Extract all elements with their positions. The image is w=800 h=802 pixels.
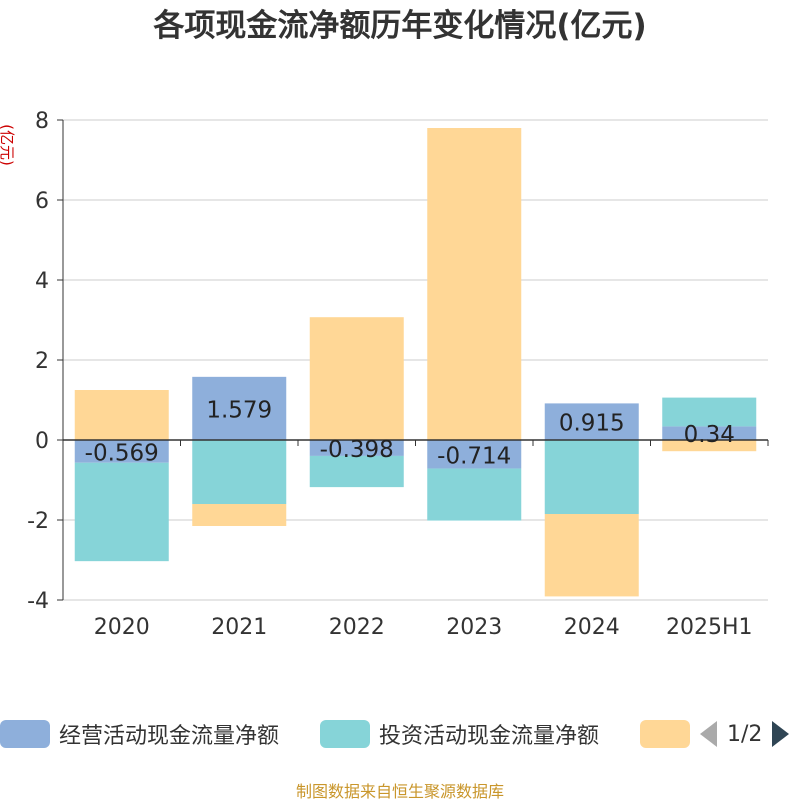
- bar-2-2025H1: [662, 440, 757, 452]
- bar-2-2024: [544, 514, 639, 597]
- pager-prev-icon[interactable]: [700, 721, 717, 747]
- pager-next-icon[interactable]: [772, 721, 790, 747]
- y-tick-label: 0: [35, 429, 49, 454]
- x-tick-label: 2022: [329, 615, 385, 640]
- y-axis-title: (亿元): [0, 124, 16, 166]
- y-tick-label: -4: [27, 589, 49, 614]
- bar-2-2023: [427, 128, 522, 440]
- x-tick-label: 2020: [94, 615, 150, 640]
- bar-0-2020: [74, 440, 169, 463]
- bar-0-2022: [309, 440, 404, 456]
- legend-swatch-investing: [320, 720, 370, 748]
- y-tick-label: 6: [35, 189, 49, 214]
- bar-1-2023: [427, 468, 522, 521]
- pager-text: 1/2: [727, 721, 763, 747]
- legend-item-investing[interactable]: 投资活动现金流量净额: [320, 714, 599, 754]
- bar-1-2024: [544, 440, 639, 514]
- x-tick-label: 2024: [564, 615, 620, 640]
- x-tick-label: 2021: [211, 615, 267, 640]
- y-tick-label: 2: [35, 349, 49, 374]
- legend-item-operating[interactable]: 经营活动现金流量净额: [0, 714, 279, 754]
- data-label: 0.34: [684, 422, 735, 448]
- legend-item-third[interactable]: [640, 714, 690, 754]
- bar-0-2024: [544, 403, 639, 440]
- y-tick-label: 8: [35, 109, 49, 134]
- chart-title: 各项现金流净额历年变化情况(亿元): [153, 8, 647, 44]
- bar-0-2025H1: [662, 426, 757, 440]
- bar-1-2022: [309, 455, 404, 488]
- bar-2-2020: [74, 390, 169, 440]
- legend-pager: 1/2: [700, 716, 790, 752]
- data-label: -0.398: [320, 437, 394, 463]
- y-tick-label: 4: [35, 269, 49, 294]
- bar-1-2025H1: [662, 397, 757, 427]
- data-label: 0.915: [559, 411, 625, 437]
- bar-0-2023: [427, 440, 522, 469]
- legend-label-operating: 经营活动现金流量净额: [59, 724, 280, 749]
- x-tick-label: 2025H1: [666, 615, 753, 640]
- bar-1-2021: [192, 440, 287, 504]
- data-label: 1.579: [206, 397, 272, 423]
- data-label: -0.714: [437, 443, 511, 469]
- source-note: 制图数据来自恒生聚源数据库: [295, 782, 504, 801]
- data-labels: -0.569 1.579 -0.398 -0.714 0.915 0.34: [85, 397, 735, 469]
- data-label: -0.569: [85, 440, 159, 466]
- bar-0-2021: [192, 376, 287, 440]
- legend: 经营活动现金流量净额 投资活动现金流量净额: [0, 714, 800, 754]
- y-tick-label: -2: [27, 509, 49, 534]
- axes: -4 -2 0 2 4 6 8 2020 2021 2022 2023 2024 2025H1: [27, 109, 769, 640]
- legend-label-investing: 投资活动现金流量净额: [379, 724, 600, 749]
- bars: [74, 128, 757, 597]
- x-tick-label: 2023: [446, 615, 502, 640]
- bar-2-2022: [309, 317, 404, 440]
- bar-1-2020: [74, 462, 169, 562]
- legend-swatch-third: [640, 720, 690, 748]
- legend-swatch-operating: [0, 720, 50, 748]
- bar-2-2021: [192, 504, 287, 526]
